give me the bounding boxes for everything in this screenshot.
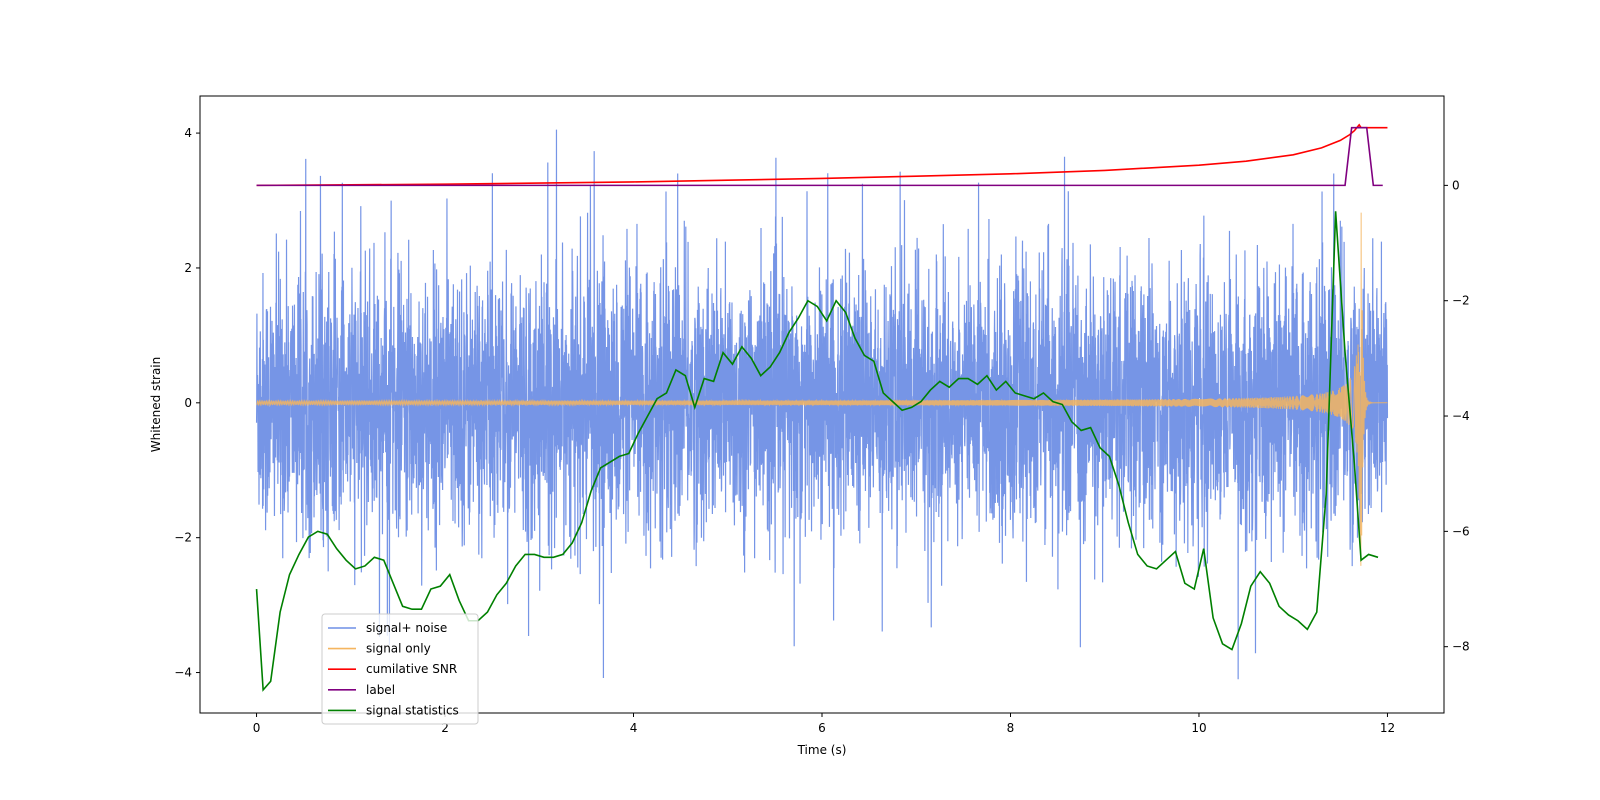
y2-tick-label: −8 (1452, 640, 1470, 654)
signal-statistics-line (255, 211, 1379, 692)
y2-tick-label: −4 (1452, 409, 1470, 423)
x-tick-label: 0 (253, 721, 261, 735)
signal-only-line (256, 212, 1388, 566)
y-tick-label: 0 (184, 396, 192, 410)
y-tick-label: −4 (174, 666, 192, 680)
y-axis-left: −4 −2 0 2 4 (174, 126, 200, 680)
legend-label: cumilative SNR (366, 662, 457, 676)
legend: signal+ noise signal only cumilative SNR la… (321, 613, 479, 725)
y-tick-label: −2 (174, 531, 192, 545)
x-tick-label: 8 (1007, 721, 1015, 735)
y2-tick-label: −2 (1452, 294, 1470, 308)
legend-label: signal+ noise (366, 621, 447, 635)
noise-series-layer (255, 129, 1389, 680)
label-line (256, 126, 1383, 187)
y2-tick-label: −6 (1452, 524, 1470, 538)
x-axis-label: Time (s) (797, 743, 847, 757)
legend-label: signal only (366, 642, 431, 656)
series-layer (255, 123, 1388, 692)
y-axis-right: −8 −6 −4 −2 0 (1444, 178, 1470, 654)
legend-label: label (366, 683, 395, 697)
legend-label: signal statistics (366, 703, 459, 717)
x-tick-label: 12 (1380, 721, 1395, 735)
signal-noise-line (255, 129, 1389, 680)
y2-tick-label: 0 (1452, 178, 1460, 192)
legend-box (321, 613, 479, 725)
x-tick-label: 2 (441, 721, 449, 735)
x-tick-label: 4 (630, 721, 638, 735)
cumulative-snr-line (256, 123, 1388, 187)
x-tick-label: 10 (1191, 721, 1206, 735)
x-tick-label: 6 (818, 721, 826, 735)
y-axis-label: Whitened strain (149, 357, 163, 453)
y-tick-label: 4 (184, 126, 192, 140)
y-tick-label: 2 (184, 261, 192, 275)
